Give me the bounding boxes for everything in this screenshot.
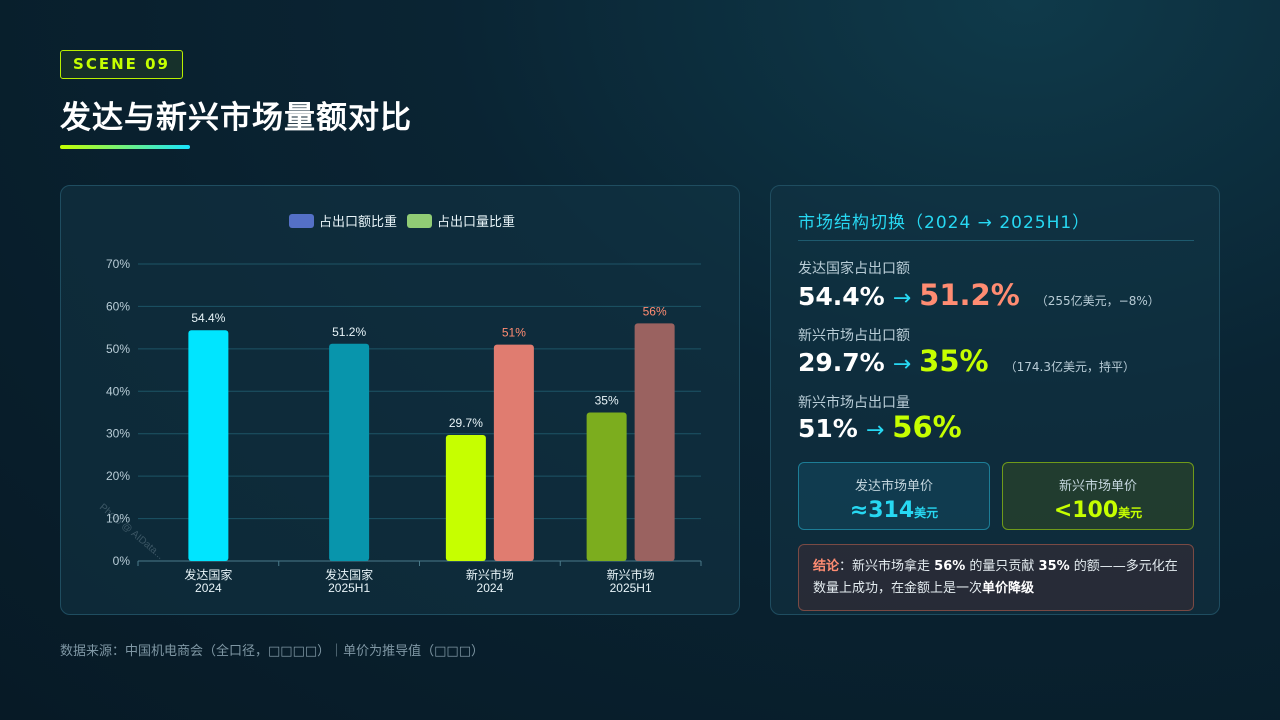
developed-price-card: 发达市场单价 ≈314美元 <box>798 462 990 530</box>
bar <box>586 412 627 561</box>
metric-note: （255亿美元，−8%） <box>1035 294 1160 308</box>
x-tick-label: 2024 <box>477 581 504 595</box>
conclusion-text: 的量只贡献 <box>965 559 1039 574</box>
metric-emerging-volume: 51% → 56% <box>798 410 962 444</box>
watermark-text: Photo @ AIData... <box>97 502 166 562</box>
y-tick-label: 20% <box>106 469 130 483</box>
y-tick-label: 60% <box>106 299 130 313</box>
conclusion-key: 结论 <box>813 559 840 574</box>
data-label: 35% <box>595 394 619 408</box>
data-label: 29.7% <box>449 416 483 430</box>
scene-badge: SCENE 09 <box>60 50 183 79</box>
x-tick-label: 发达国家 <box>325 567 373 582</box>
title-underline <box>60 145 190 149</box>
metric-label-emerging-value: 新兴市场占出口额 <box>798 328 910 344</box>
x-tick-label: 2025H1 <box>328 581 370 595</box>
conclusion-text: ：新兴市场拿走 <box>839 559 935 574</box>
legend-swatch <box>289 214 314 228</box>
chart-panel: 0% 10% 20% 30% 40% 50% 60% 70% 发达国家 2024 发达国家 2025H… <box>60 185 740 615</box>
conclusion-bold: 56% <box>934 559 966 574</box>
market-structure-panel: 市场结构切换（2024 → 2025H1） 发达国家占出口额 54.4% → 5… <box>770 185 1220 615</box>
price-unit: 美元 <box>914 506 939 520</box>
metric-label-emerging-volume: 新兴市场占出口量 <box>798 395 910 411</box>
metric-note: （174.3亿美元，持平） <box>1004 360 1135 374</box>
bar <box>634 323 675 561</box>
price-card-label: 发达市场单价 <box>854 479 933 494</box>
metric-to: 56% <box>892 410 962 444</box>
y-tick-label: 70% <box>106 257 130 271</box>
data-label: 54.4% <box>191 311 225 325</box>
data-label: 51.2% <box>332 325 366 339</box>
conclusion-text: 的额——多元化在数量上成功，在金额上是一次 <box>813 559 1178 596</box>
metric-from: 51% <box>798 414 858 443</box>
y-tick-label: 30% <box>106 427 130 441</box>
x-tick-label: 新兴市场 <box>607 567 655 582</box>
price-card-label: 新兴市场单价 <box>1058 479 1137 494</box>
panel-heading: 市场结构切换（2024 → 2025H1） <box>798 213 1091 233</box>
arrow-icon: → <box>865 418 885 443</box>
metric-from: 29.7% <box>798 348 885 377</box>
metric-from: 54.4% <box>798 282 885 311</box>
x-tick-label: 新兴市场 <box>466 567 514 582</box>
metric-developed-value: 54.4% → 51.2% （255亿美元，−8%） <box>798 278 1160 312</box>
bar-chart: 0%10%20%30%40%50%60%70%发达国家2024发达国家2025H… <box>97 214 702 595</box>
metric-to: 51.2% <box>919 278 1020 312</box>
arrow-icon: → <box>892 286 912 311</box>
conclusion-bold: 单价降级 <box>982 581 1035 596</box>
data-label: 51% <box>502 326 526 340</box>
legend-label: 占出口量比重 <box>437 214 515 230</box>
price-card-value: <100美元 <box>1003 498 1193 523</box>
metric-label-developed-value: 发达国家占出口额 <box>798 261 910 277</box>
bar <box>329 343 370 561</box>
metric-emerging-value: 29.7% → 35% （174.3亿美元，持平） <box>798 344 1135 378</box>
y-tick-label: 0% <box>113 554 131 568</box>
price-unit: 美元 <box>1118 506 1143 520</box>
conclusion-bold: 35% <box>1038 559 1070 574</box>
arrow-icon: → <box>892 352 912 377</box>
x-tick-label: 2024 <box>195 581 222 595</box>
bar <box>188 330 229 561</box>
y-tick-label: 40% <box>106 384 130 398</box>
legend-swatch <box>407 214 432 228</box>
y-tick-label: 10% <box>106 512 130 526</box>
price-card-value: ≈314美元 <box>799 498 989 523</box>
metric-to: 35% <box>919 344 989 378</box>
emerging-price-card: 新兴市场单价 <100美元 <box>1002 462 1194 530</box>
bar <box>493 344 534 561</box>
source-footer: 数据来源：中国机电商会（全口径，□□□□）｜单价为推导值（□□□） <box>60 644 484 659</box>
data-label: 56% <box>643 304 667 318</box>
bar <box>445 434 486 561</box>
price-value: <100 <box>1053 498 1119 523</box>
page-title: 发达与新兴市场量额对比 <box>60 100 412 136</box>
x-tick-label: 2025H1 <box>610 581 652 595</box>
legend-label: 占出口额比重 <box>319 214 397 230</box>
price-value: ≈314 <box>849 498 915 523</box>
conclusion-box: 结论：新兴市场拿走 56% 的量只贡献 35% 的额——多元化在数量上成功，在金… <box>798 544 1194 611</box>
panel-divider <box>798 240 1194 241</box>
y-tick-label: 50% <box>106 342 130 356</box>
x-tick-label: 发达国家 <box>184 567 232 582</box>
